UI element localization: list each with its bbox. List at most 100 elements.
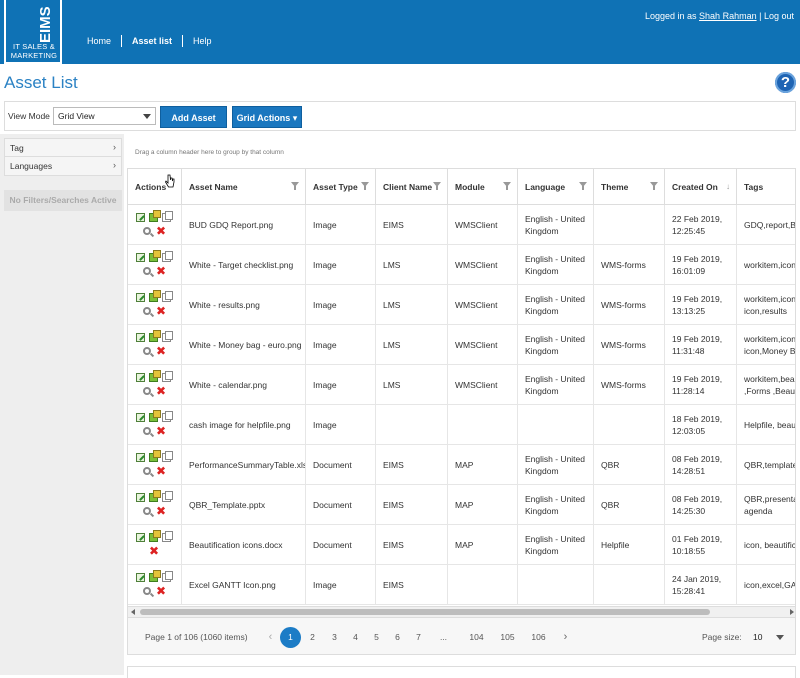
magnifier-icon[interactable] — [143, 307, 151, 315]
filter-icon[interactable] — [291, 182, 299, 191]
nav-home[interactable]: Home — [87, 36, 112, 46]
prev-page-button[interactable]: ‹ — [268, 631, 273, 643]
filter-icon[interactable] — [503, 182, 511, 191]
column-header-asset-type[interactable]: Asset Type — [306, 169, 376, 205]
delete-icon[interactable]: ✖ — [156, 344, 167, 358]
edit-icon[interactable] — [136, 573, 145, 582]
copy-icon[interactable] — [149, 370, 161, 382]
delete-icon[interactable]: ✖ — [156, 264, 167, 278]
scroll-left-icon[interactable] — [131, 609, 135, 615]
page-button[interactable]: 7 — [416, 632, 421, 642]
nav-asset-list[interactable]: Asset list — [132, 36, 173, 46]
copy-icon[interactable] — [149, 410, 161, 422]
duplicate-icon[interactable] — [162, 291, 173, 302]
page-button[interactable]: 105 — [500, 632, 515, 642]
magnifier-icon[interactable] — [143, 267, 151, 275]
table-row[interactable]: ✖ White - Target checklist.png Image LMS WMS… — [128, 245, 795, 285]
page-ellipsis[interactable]: ... — [439, 632, 448, 642]
column-header-asset-name[interactable]: Asset Name — [182, 169, 306, 205]
copy-icon[interactable] — [149, 490, 161, 502]
magnifier-icon[interactable] — [143, 347, 151, 355]
page-button[interactable]: 1 — [280, 627, 301, 648]
magnifier-icon[interactable] — [143, 387, 151, 395]
logout-link[interactable]: Log out — [763, 11, 794, 21]
table-row[interactable]: ✖ White - Money bag - euro.png Image LMS WMS… — [128, 325, 795, 365]
scroll-right-icon[interactable] — [790, 609, 794, 615]
user-link[interactable]: Shah Rahman — [699, 11, 757, 21]
table-row[interactable]: ✖ BUD GDQ Report.png Image EIMS WMSClient Eng… — [128, 205, 795, 245]
duplicate-icon[interactable] — [162, 211, 173, 222]
table-row[interactable]: ✖ QBR_Template.pptx Document EIMS MAP English… — [128, 485, 795, 525]
column-header-language[interactable]: Language — [518, 169, 594, 205]
filter-languages[interactable]: Languages › — [4, 157, 122, 176]
column-header-created-on[interactable]: Created On ↓ — [665, 169, 737, 205]
filter-icon[interactable] — [361, 182, 369, 191]
copy-icon[interactable] — [149, 530, 161, 542]
add-asset-button[interactable]: Add Asset — [160, 106, 227, 128]
page-size-select[interactable]: 10 — [753, 632, 784, 642]
table-row[interactable]: ✖ White - calendar.png Image LMS WMSClient En… — [128, 365, 795, 405]
edit-icon[interactable] — [136, 213, 145, 222]
delete-icon[interactable]: ✖ — [156, 304, 167, 318]
duplicate-icon[interactable] — [162, 491, 173, 502]
copy-icon[interactable] — [149, 450, 161, 462]
copy-icon[interactable] — [149, 330, 161, 342]
sort-down-icon[interactable]: ↓ — [726, 182, 730, 191]
column-header-client-name[interactable]: Client Name — [376, 169, 448, 205]
edit-icon[interactable] — [136, 533, 145, 542]
page-button[interactable]: 2 — [310, 632, 315, 642]
grid-actions-button[interactable]: Grid Actions ▾ — [232, 106, 302, 128]
edit-icon[interactable] — [136, 413, 145, 422]
scrollbar-thumb[interactable] — [140, 609, 710, 615]
delete-icon[interactable]: ✖ — [156, 424, 167, 438]
magnifier-icon[interactable] — [143, 427, 151, 435]
page-button[interactable]: 106 — [531, 632, 546, 642]
help-icon[interactable]: ? — [775, 72, 796, 93]
filter-icon[interactable] — [433, 182, 441, 191]
view-mode-select[interactable]: Grid View — [53, 107, 156, 125]
duplicate-icon[interactable] — [162, 251, 173, 262]
edit-icon[interactable] — [136, 373, 145, 382]
delete-icon[interactable]: ✖ — [156, 224, 167, 238]
magnifier-icon[interactable] — [143, 587, 151, 595]
filter-icon[interactable] — [650, 182, 658, 191]
duplicate-icon[interactable] — [162, 571, 173, 582]
filter-icon[interactable] — [579, 182, 587, 191]
edit-icon[interactable] — [136, 253, 145, 262]
page-button[interactable]: 104 — [469, 632, 484, 642]
column-header-tags[interactable]: Tags — [737, 169, 795, 205]
duplicate-icon[interactable] — [162, 411, 173, 422]
next-page-button[interactable]: › — [563, 631, 568, 643]
duplicate-icon[interactable] — [162, 331, 173, 342]
edit-icon[interactable] — [136, 453, 145, 462]
edit-icon[interactable] — [136, 493, 145, 502]
copy-icon[interactable] — [149, 570, 161, 582]
edit-icon[interactable] — [136, 293, 145, 302]
column-header-module[interactable]: Module — [448, 169, 518, 205]
nav-help[interactable]: Help — [193, 36, 212, 46]
edit-icon[interactable] — [136, 333, 145, 342]
copy-icon[interactable] — [149, 290, 161, 302]
filter-tag[interactable]: Tag › — [4, 138, 122, 157]
delete-icon[interactable]: ✖ — [149, 544, 160, 558]
horizontal-scrollbar[interactable] — [128, 606, 795, 617]
magnifier-icon[interactable] — [143, 227, 151, 235]
copy-icon[interactable] — [149, 250, 161, 262]
page-button[interactable]: 5 — [374, 632, 379, 642]
table-row[interactable]: ✖ Beautification icons.docx Document EIMS MA… — [128, 525, 795, 565]
group-by-hint[interactable]: Drag a column header here to group by th… — [135, 149, 284, 156]
page-button[interactable]: 6 — [395, 632, 400, 642]
table-row[interactable]: ✖ cash image for helpfile.png Image 18 Feb … — [128, 405, 795, 445]
table-row[interactable]: ✖ Excel GANTT Icon.png Image EIMS 24 Jan 201… — [128, 565, 795, 605]
delete-icon[interactable]: ✖ — [156, 464, 167, 478]
duplicate-icon[interactable] — [162, 451, 173, 462]
column-header-theme[interactable]: Theme — [594, 169, 665, 205]
page-button[interactable]: 3 — [332, 632, 337, 642]
delete-icon[interactable]: ✖ — [156, 504, 167, 518]
page-button[interactable]: 4 — [353, 632, 358, 642]
duplicate-icon[interactable] — [162, 531, 173, 542]
column-header-actions[interactable]: Actions — [128, 169, 182, 205]
magnifier-icon[interactable] — [143, 507, 151, 515]
table-row[interactable]: ✖ White - results.png Image LMS WMSClient Eng… — [128, 285, 795, 325]
eims-logo[interactable]: EIMS IT SALES & MARKETING — [4, 0, 62, 64]
